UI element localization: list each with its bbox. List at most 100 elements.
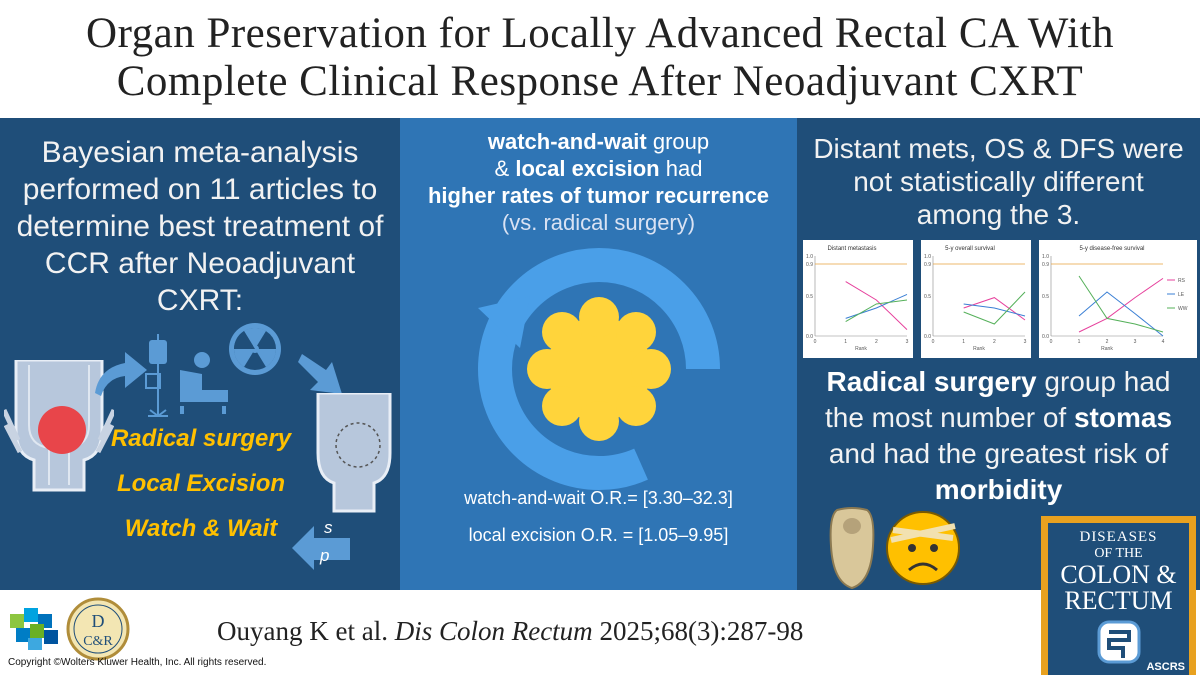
citation-authors: Ouyang K et al. <box>217 616 395 646</box>
y-tick-label: 0.5 <box>1042 294 1049 300</box>
title-line-2: Complete Clinical Response After Neoadju… <box>116 58 1084 105</box>
citation-ref: 2025;68(3):287-98 <box>592 616 804 646</box>
title-block: Organ Preservation for Locally Advanced … <box>0 0 1200 118</box>
vs-radical-surgery: (vs. radical surgery) <box>501 210 696 235</box>
radical-surgery-label: Radical surgery <box>826 366 1037 397</box>
stoma-bag-icon <box>829 507 875 590</box>
y-tick-label: 0.9 <box>1042 262 1049 268</box>
legend-label: WW <box>1178 306 1188 312</box>
journal-colon: COLON & <box>1060 560 1177 589</box>
journal-colon-icon <box>1097 620 1140 664</box>
x-tick-label: 0 <box>814 339 817 345</box>
journal-ascrs: ASCRS <box>1146 661 1185 673</box>
right-panel: Distant mets, OS & DFS were not statisti… <box>797 118 1200 590</box>
x-tick-label: 1 <box>844 339 847 345</box>
y-tick-label: 0.9 <box>924 262 931 268</box>
chart-title: 5-y overall survival <box>945 246 995 252</box>
no-difference-text: Distant mets, OS & DFS were not statisti… <box>813 133 1184 230</box>
chart-title: 5-y disease-free survival <box>1079 246 1144 252</box>
chart-overall-survival: 5-y overall survival 1.0 0.9 0.5 0.0 0 1 2 3 Rank <box>921 240 1031 358</box>
sad-face-icon <box>886 511 960 585</box>
x-tick-label: 1 <box>1078 339 1081 345</box>
sp-label-p: p <box>320 546 330 565</box>
down-arrow-icon <box>298 354 342 394</box>
x-tick-label: 2 <box>1106 339 1109 345</box>
dcr-logo-d: D <box>92 611 105 631</box>
group-word: group <box>646 129 710 154</box>
citation-journal: Dis Colon Rectum <box>394 616 593 646</box>
chart-disease-free-survival: 5-y disease-free survival 1.0 0.9 0.5 0.0 0 1 2… <box>1039 240 1197 358</box>
chart-title: Distant metastasis <box>827 246 876 252</box>
series-line-ww <box>845 299 908 323</box>
x-tick-label: 3 <box>1134 339 1137 345</box>
radiation-icon <box>229 323 281 375</box>
rectum-tumor-illustration <box>4 360 114 492</box>
meta-analysis-text: Bayesian meta-analysis performed on 11 a… <box>16 136 384 317</box>
legend-label: LE <box>1178 292 1185 298</box>
x-axis-label: Rank <box>1101 346 1113 352</box>
x-tick-label: 3 <box>906 339 909 345</box>
chart-distant-metastasis: Distant metastasis 1.0 0.9 0.5 0.0 0 1 2 3 Rank <box>803 240 913 358</box>
rs-text-2: and had the greatest risk of <box>828 438 1169 469</box>
legend-label: RS <box>1178 278 1186 284</box>
y-tick-label: 1.0 <box>924 254 931 260</box>
le-odds-ratio: local excision O.R. = [1.05–9.95] <box>468 525 729 545</box>
left-panel: Bayesian meta-analysis performed on 11 a… <box>0 118 400 590</box>
treatment-watch-wait: Watch & Wait <box>124 515 278 542</box>
middle-panel: watch-and-wait group & local excision ha… <box>400 118 797 590</box>
x-axis-label: Rank <box>973 346 985 352</box>
series-line-rs <box>1078 277 1164 333</box>
title-line-1: Organ Preservation for Locally Advanced … <box>86 10 1114 57</box>
copyright-notice: Copyright ©Wolters Kluwer Health, Inc. A… <box>8 657 267 668</box>
recurrence-text: watch-and-wait group & local excision ha… <box>400 128 797 236</box>
y-tick-label: 0.5 <box>924 294 931 300</box>
tumor-blob-icon <box>527 297 671 441</box>
series-line-ww <box>963 291 1026 325</box>
x-tick-label: 1 <box>962 339 965 345</box>
treatment-radical-surgery: Radical surgery <box>110 425 292 452</box>
local-excision-label: local excision <box>515 156 660 181</box>
amp-word: & <box>494 156 516 181</box>
x-tick-label: 2 <box>993 339 996 345</box>
recurrence-cycle-icon <box>478 248 720 490</box>
y-tick-label: 0.0 <box>924 334 931 340</box>
x-tick-label: 0 <box>932 339 935 345</box>
x-tick-label: 3 <box>1024 339 1027 345</box>
iv-drip-icon <box>145 334 168 417</box>
curved-arrow-icon <box>95 352 147 396</box>
y-tick-label: 0.9 <box>806 262 813 268</box>
x-axis-label: Rank <box>855 346 867 352</box>
stomas-label: stomas <box>1073 402 1173 433</box>
series-line-rs <box>845 281 908 330</box>
y-tick-label: 1.0 <box>1042 254 1049 260</box>
radical-surgery-morbidity-text: Radical surgery group had the most numbe… <box>807 364 1190 508</box>
y-tick-label: 0.0 <box>1042 334 1049 340</box>
x-tick-label: 0 <box>1050 339 1053 345</box>
series-line-le <box>963 303 1026 317</box>
y-tick-label: 1.0 <box>806 254 813 260</box>
post-treatment-illustration <box>316 393 392 513</box>
y-tick-label: 0.0 <box>806 334 813 340</box>
x-tick-label: 4 <box>1162 339 1165 345</box>
series-line-ww <box>1078 275 1164 333</box>
wow-group-label: watch-and-wait <box>487 129 647 154</box>
morbidity-label: morbidity <box>934 474 1063 505</box>
patient-chair-icon <box>180 352 228 414</box>
had-word: had <box>659 156 703 181</box>
journal-rectum: RECTUM <box>1064 586 1173 615</box>
dcr-logo-cr: C&R <box>83 634 113 649</box>
y-tick-label: 0.5 <box>806 294 813 300</box>
series-line-le <box>845 293 908 319</box>
x-tick-label: 2 <box>875 339 878 345</box>
series-line-le <box>1078 291 1164 337</box>
treatment-local-excision: Local Excision <box>116 470 286 497</box>
series-line-rs <box>963 297 1026 321</box>
journal-diseases: DISEASES <box>1079 529 1158 545</box>
rs-text-1: group had the most number of <box>824 366 1171 433</box>
journal-cover: DISEASES OF THE COLON & RECTUM ASCRS <box>1041 516 1196 675</box>
wolters-kluwer-logo <box>10 608 58 650</box>
higher-recurrence-label: higher rates of tumor recurrence <box>427 183 770 208</box>
dcr-seal-logo: D C&R <box>66 597 130 661</box>
back-arrow-icon <box>292 526 350 570</box>
journal-cover-inner: DISEASES OF THE COLON & RECTUM ASCRS <box>1048 523 1189 675</box>
